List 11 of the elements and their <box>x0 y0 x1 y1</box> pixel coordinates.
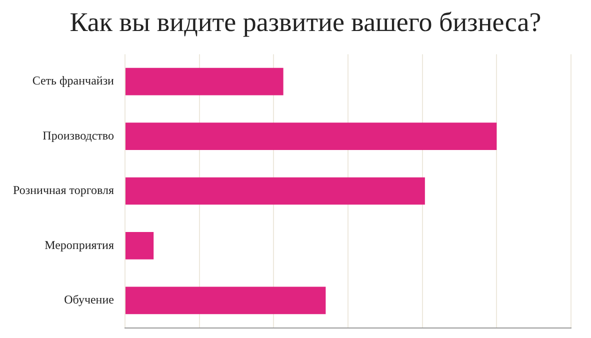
bar <box>125 68 284 96</box>
bar <box>125 232 154 260</box>
y-tick-label: Обучение <box>64 292 114 307</box>
chart-title: Как вы видите развитие вашего бизнеса? <box>68 6 542 39</box>
y-tick-label: Мероприятия <box>44 238 114 252</box>
y-tick-label: Розничная торговля <box>12 183 114 198</box>
bar <box>125 122 497 150</box>
bar <box>125 177 425 205</box>
y-tick-label: Производство <box>42 128 114 142</box>
bar <box>125 286 326 314</box>
y-tick-label: Сеть франчайзи <box>32 74 115 88</box>
